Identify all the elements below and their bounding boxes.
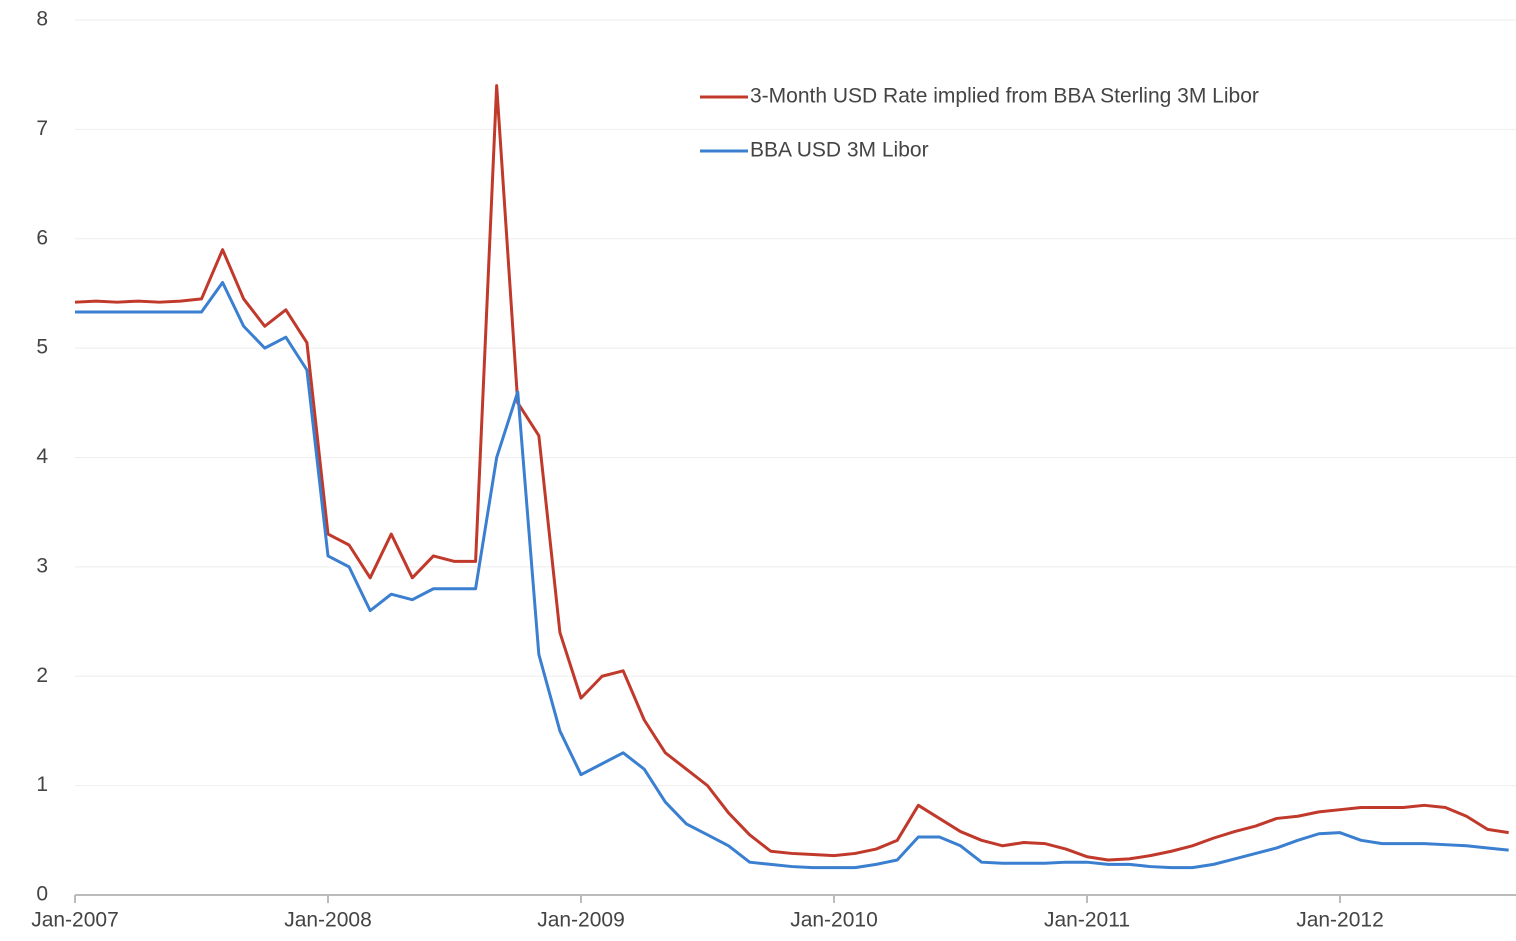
y-tick-label: 8 — [36, 8, 48, 31]
y-tick-label: 6 — [36, 226, 48, 249]
x-tick-label: Jan-2012 — [1296, 909, 1384, 932]
y-tick-label: 1 — [36, 773, 48, 796]
x-tick-label: Jan-2008 — [284, 909, 372, 932]
y-tick-label: 3 — [36, 554, 48, 577]
y-tick-label: 2 — [36, 664, 48, 687]
x-tick-label: Jan-2011 — [1044, 909, 1130, 932]
y-tick-label: 4 — [36, 445, 48, 468]
y-tick-label: 7 — [36, 117, 48, 140]
y-tick-label: 0 — [36, 883, 48, 906]
legend-label: BBA USD 3M Libor — [750, 139, 929, 162]
x-tick-label: Jan-2009 — [537, 909, 625, 932]
legend-label: 3-Month USD Rate implied from BBA Sterli… — [750, 85, 1259, 108]
series-line — [74, 84, 1509, 862]
x-tick-label: Jan-2007 — [31, 909, 119, 932]
y-tick-label: 5 — [36, 336, 48, 359]
series-line — [75, 281, 1509, 870]
x-tick-label: Jan-2010 — [790, 909, 878, 932]
